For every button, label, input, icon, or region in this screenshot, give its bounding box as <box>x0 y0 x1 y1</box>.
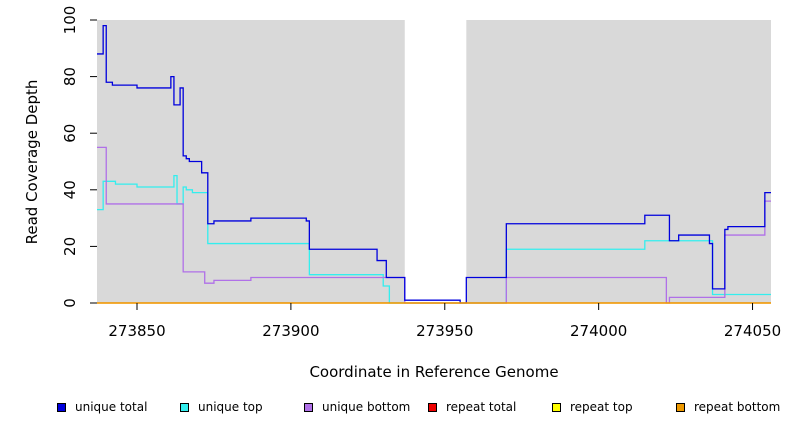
legend-item: unique bottom <box>304 400 410 414</box>
legend-swatch <box>428 402 437 412</box>
series-line-unique-top <box>97 175 771 304</box>
legend-label: repeat bottom <box>694 400 781 414</box>
y-tick-label: 0 <box>61 298 79 308</box>
legend-label: repeat total <box>446 400 517 414</box>
coverage-chart: 0 20 40 60 80 100 273850 273900 273950 274000 2740… <box>23 6 781 381</box>
y-tick-label: 60 <box>61 124 79 143</box>
x-tick-label: 273900 <box>262 322 319 340</box>
legend-swatch <box>676 402 685 412</box>
legend: unique total unique top unique bottom repea… <box>0 400 792 420</box>
x-tick-label: 273950 <box>416 322 473 340</box>
legend-item: repeat top <box>552 400 633 414</box>
legend-swatch <box>552 402 561 412</box>
x-axis-title: Coordinate in Reference Genome <box>309 363 558 381</box>
legend-item: unique total <box>57 400 147 414</box>
x-tick-label: 274050 <box>724 322 781 340</box>
legend-item: repeat bottom <box>676 400 780 414</box>
legend-label: repeat top <box>570 400 633 414</box>
x-tick-label: 273850 <box>108 322 165 340</box>
legend-label: unique bottom <box>322 400 411 414</box>
legend-item: repeat total <box>428 400 516 414</box>
y-tick-label: 40 <box>61 180 79 199</box>
x-tick-label: 274000 <box>570 322 627 340</box>
y-axis-title: Read Coverage Depth <box>23 80 41 245</box>
gap-region <box>404 20 467 303</box>
series-line-unique-total <box>97 25 771 304</box>
y-tick-label: 80 <box>61 67 79 86</box>
legend-label: unique total <box>75 400 148 414</box>
legend-item: unique top <box>180 400 263 414</box>
legend-swatch <box>180 402 189 412</box>
y-tick-label: 100 <box>61 6 79 35</box>
legend-label: unique top <box>198 400 263 414</box>
y-tick-label: 20 <box>61 237 79 256</box>
legend-swatch <box>57 402 66 412</box>
legend-swatch <box>304 402 313 412</box>
